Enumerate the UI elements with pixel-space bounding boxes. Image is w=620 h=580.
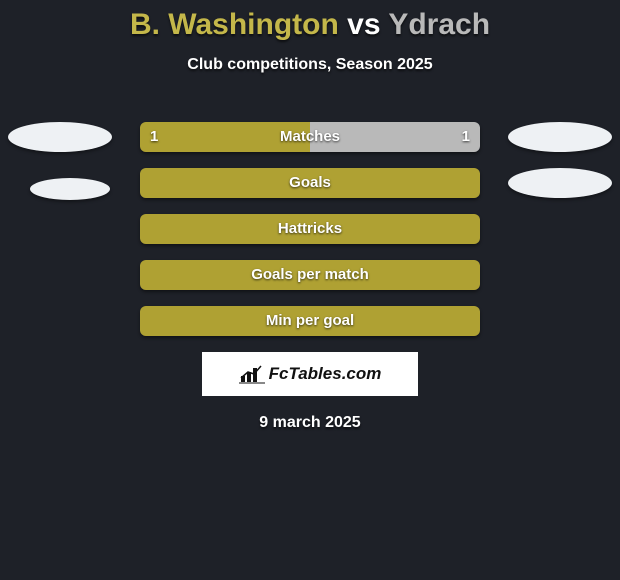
- stat-bar-left: [140, 168, 480, 198]
- page-title: B. Washington vs Ydrach: [0, 0, 620, 42]
- stats-container: Matches11GoalsHattricksGoals per matchMi…: [0, 122, 620, 336]
- brand-text: FcTables.com: [269, 364, 382, 384]
- stat-bar: [140, 168, 480, 198]
- stat-row: Goals per match: [0, 260, 620, 290]
- brand-chart-icon: [239, 364, 265, 384]
- player1-name: B. Washington: [130, 8, 339, 41]
- player2-avatar-ellipse: [508, 168, 612, 198]
- stat-bar-left: [140, 306, 480, 336]
- stat-bar-left: [140, 260, 480, 290]
- date-text: 9 march 2025: [0, 414, 620, 432]
- stat-bar: [140, 214, 480, 244]
- subtitle: Club competitions, Season 2025: [0, 56, 620, 74]
- stat-bar: [140, 122, 480, 152]
- brand-box: FcTables.com: [202, 352, 418, 396]
- stat-bar-right: [310, 122, 480, 152]
- player1-avatar-ellipse: [30, 178, 110, 200]
- player2-name: Ydrach: [388, 8, 490, 41]
- player1-avatar-ellipse: [8, 122, 112, 152]
- stat-bar: [140, 306, 480, 336]
- stat-row: Hattricks: [0, 214, 620, 244]
- player2-avatar-ellipse: [508, 122, 612, 152]
- stat-row: Min per goal: [0, 306, 620, 336]
- stat-bar-left: [140, 122, 310, 152]
- vs-text: vs: [347, 8, 380, 41]
- stat-bar: [140, 260, 480, 290]
- stat-bar-left: [140, 214, 480, 244]
- stat-value-left: 1: [150, 122, 158, 152]
- stat-value-right: 1: [462, 122, 470, 152]
